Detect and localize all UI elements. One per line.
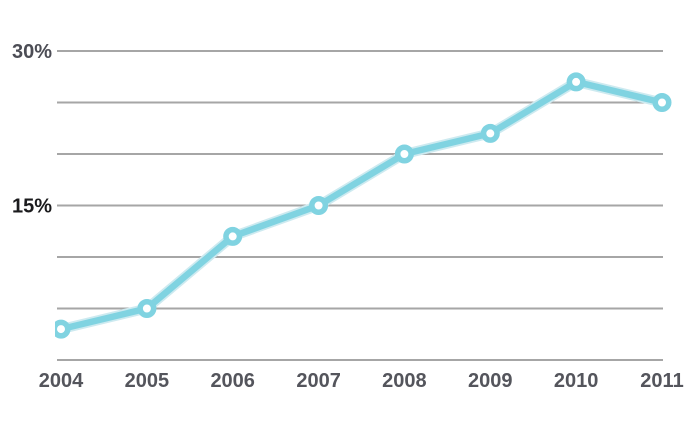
x-axis-label-2007: 2007 bbox=[296, 370, 341, 392]
data-point-marker-2009 bbox=[480, 123, 500, 143]
x-axis-label-2011: 2011 bbox=[640, 370, 683, 392]
x-axis-label-2010: 2010 bbox=[554, 370, 599, 392]
data-point-marker-2006 bbox=[223, 226, 243, 246]
y-axis-label-30: 30% bbox=[12, 41, 52, 63]
data-series-group bbox=[55, 72, 672, 339]
data-point-marker-2004 bbox=[55, 319, 71, 339]
data-point-marker-2010 bbox=[566, 72, 586, 92]
x-axis-label-2005: 2005 bbox=[125, 370, 170, 392]
y-axis-label-15: 15% bbox=[12, 196, 52, 218]
x-axis-label-2004: 2004 bbox=[39, 370, 84, 392]
x-axis-label-2008: 2008 bbox=[382, 370, 427, 392]
x-axis-label-2009: 2009 bbox=[468, 370, 513, 392]
x-axis-label-2006: 2006 bbox=[210, 370, 255, 392]
trend-line bbox=[57, 78, 666, 333]
data-point-marker-2011 bbox=[652, 93, 672, 112]
data-point-marker-2007 bbox=[309, 196, 329, 215]
data-point-marker-2005 bbox=[137, 299, 157, 318]
data-point-marker-2008 bbox=[394, 144, 414, 164]
